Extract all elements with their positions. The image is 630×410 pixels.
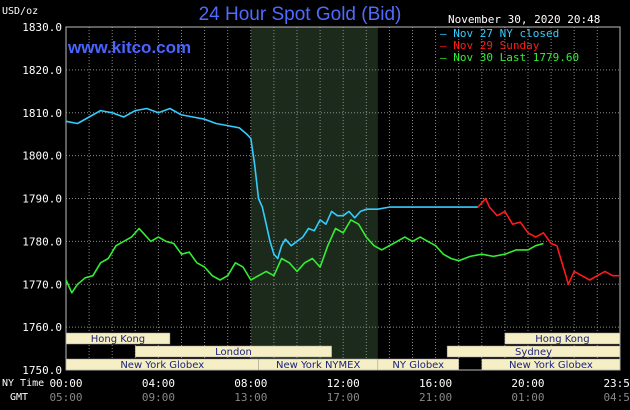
session-bar: New York NYMEX: [258, 358, 379, 371]
x-tick-label: 23:59: [603, 377, 630, 390]
gmt-label: GMT: [10, 392, 29, 403]
gmt-tick-label: 09:00: [142, 391, 175, 404]
session-bar: New York Globex: [65, 358, 259, 371]
session-label: Sydney: [515, 347, 552, 358]
gmt-tick-label: 13:00: [234, 391, 267, 404]
session-label: NY Globex: [392, 360, 444, 371]
session-bar: Sydney: [446, 345, 621, 358]
legend-item-nov30: – Nov 30 Last 1779.60: [440, 51, 580, 64]
session-bar: Hong Kong: [504, 332, 621, 345]
session-label: New York Globex: [509, 360, 593, 371]
ny-time-label: NY Time: [2, 378, 45, 389]
session-bar-bg: [481, 358, 621, 371]
session-bar-bg: [65, 332, 171, 345]
session-label: Hong Kong: [535, 334, 589, 345]
chart-title: 24 Hour Spot Gold (Bid): [198, 4, 402, 25]
session-bar: London: [135, 345, 332, 358]
y-tick-label: 1770.0: [22, 278, 62, 291]
legend-item-nov29: – Nov 29 Sunday: [440, 39, 540, 52]
y-tick-label: 1800.0: [22, 150, 62, 163]
session-bar-bg: [135, 345, 332, 358]
session-bar-bg: [446, 345, 621, 358]
session-bar-bg: [377, 358, 459, 371]
gmt-tick-label: 04:59: [603, 391, 630, 404]
session-bar: Hong Kong: [65, 332, 171, 345]
series-line-2: [477, 197, 620, 286]
series-line-1: [65, 107, 478, 260]
session-label: New York Globex: [120, 360, 204, 371]
y-tick-label: 1820.0: [22, 64, 62, 77]
series-line-3: [65, 219, 544, 294]
session-bar: NY Globex: [377, 358, 459, 371]
y-tick-label: 1760.0: [22, 321, 62, 334]
legend: – Nov 27 NY closed – Nov 29 Sunday – Nov…: [440, 28, 579, 64]
x-tick-label: 20:00: [511, 377, 544, 390]
gmt-tick-label: 17:00: [327, 391, 360, 404]
x-tick-label: 04:00: [142, 377, 175, 390]
y-tick-label: 1780.0: [22, 235, 62, 248]
legend-item-nov27: – Nov 27 NY closed: [440, 27, 560, 40]
y-tick-label: 1830.0: [22, 21, 62, 34]
x-tick-label: 16:00: [419, 377, 452, 390]
gmt-tick-label: 21:00: [419, 391, 452, 404]
unit-label: USD/oz: [2, 6, 39, 17]
session-label: New York NYMEX: [276, 360, 361, 371]
x-tick-label: 00:00: [49, 377, 82, 390]
session-bar-bg: [504, 332, 621, 345]
session-label: London: [215, 347, 252, 358]
nymex-highlight: [250, 27, 378, 370]
y-tick-label: 1790.0: [22, 193, 62, 206]
x-tick-label: 08:00: [234, 377, 267, 390]
gmt-tick-label: 05:00: [49, 391, 82, 404]
y-tick-label: 1750.0: [22, 364, 62, 377]
x-tick-label: 12:00: [327, 377, 360, 390]
y-tick-label: 1810.0: [22, 107, 62, 120]
date-stamp: November 30, 2020 20:48: [448, 13, 601, 26]
gmt-tick-label: 01:00: [511, 391, 544, 404]
session-label: Hong Kong: [91, 334, 145, 345]
site-link[interactable]: www.kitco.com: [68, 38, 192, 57]
session-bar: New York Globex: [481, 358, 621, 371]
